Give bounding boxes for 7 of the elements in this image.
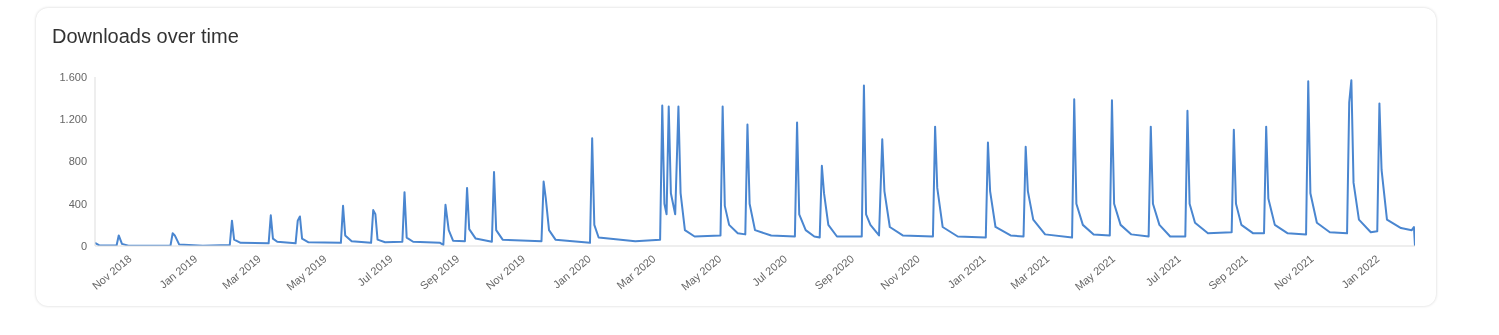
y-tick-label: 400 [68,197,87,210]
chart-title: Downloads over time [51,24,240,49]
line-series [95,79,1415,246]
y-tick-label: 1.600 [59,70,87,83]
y-tick-label: 0 [80,239,87,252]
y-tick-label: 1.200 [59,113,87,126]
y-tick-label: 800 [68,155,87,168]
